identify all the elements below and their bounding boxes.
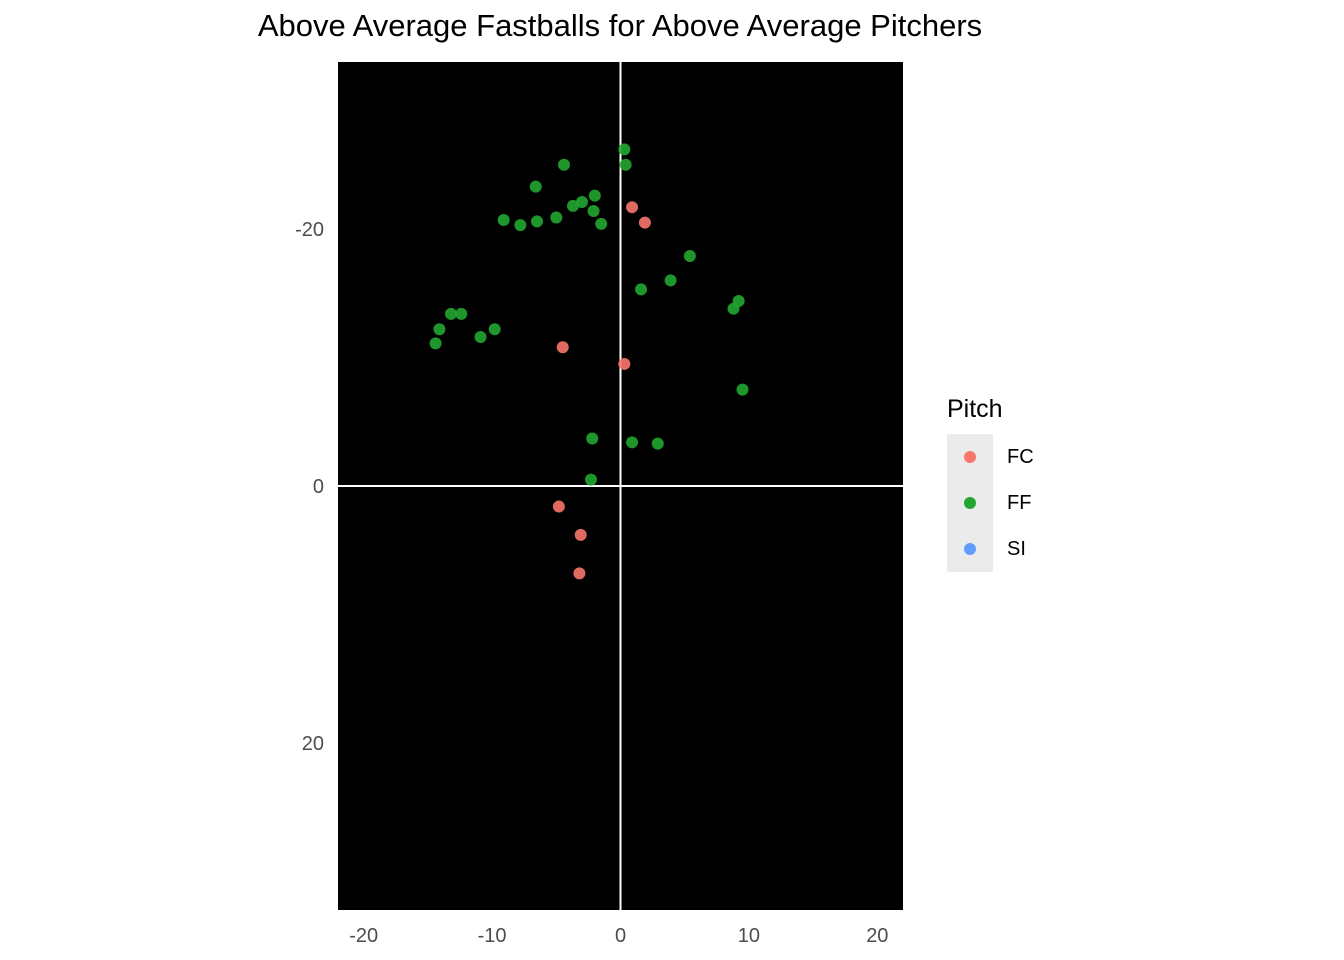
point-ff	[497, 214, 510, 227]
legend-key	[947, 434, 993, 480]
point-ff	[588, 189, 601, 202]
data-points	[429, 143, 749, 580]
legend-key	[947, 526, 993, 572]
x-tick-label: 10	[738, 925, 760, 947]
x-axis-ticks: -20 -10 0 10 20	[349, 925, 888, 947]
legend-item-ff: FF	[947, 480, 1034, 526]
point-ff	[529, 180, 542, 193]
point-ff	[651, 437, 664, 450]
x-tick-label: -20	[349, 925, 378, 947]
point-ff	[566, 199, 579, 212]
point-fc	[556, 341, 569, 354]
point-ff	[558, 158, 570, 171]
legend-label: FF	[1007, 491, 1032, 514]
y-tick-label: -20	[295, 219, 324, 241]
point-fc	[626, 201, 639, 214]
point-ff	[626, 436, 639, 449]
legend-item-si: SI	[947, 526, 1034, 572]
point-ff	[433, 323, 446, 336]
point-ff	[584, 473, 597, 486]
point-ff	[474, 330, 487, 343]
point-ff	[683, 250, 696, 263]
point-ff	[531, 215, 544, 228]
legend-key	[947, 480, 993, 526]
point-ff	[488, 323, 501, 336]
legend-title: Pitch	[947, 395, 1003, 423]
x-tick-label: 0	[615, 925, 626, 947]
legend-dot-icon	[964, 543, 976, 555]
x-tick-label: -10	[478, 925, 507, 947]
point-ff	[664, 274, 677, 287]
point-ff	[445, 307, 457, 320]
point-ff	[619, 158, 632, 171]
legend-item-fc: FC	[947, 434, 1034, 480]
point-ff	[575, 196, 588, 209]
legend-label: FC	[1007, 445, 1034, 468]
point-fc	[618, 357, 631, 370]
point-ff	[618, 143, 631, 156]
point-ff	[635, 283, 648, 296]
legend: Pitch FC FF SI	[947, 395, 1034, 572]
point-fc	[638, 216, 651, 229]
legend-dot-icon	[964, 451, 976, 463]
point-ff	[587, 205, 600, 218]
point-ff	[595, 217, 608, 230]
y-axis-ticks: -20 0 20	[295, 219, 324, 755]
legend-label: SI	[1007, 537, 1026, 560]
chart-title: Above Average Fastballs for Above Averag…	[257, 8, 983, 43]
x-tick-label: 20	[866, 925, 888, 947]
point-ff	[586, 432, 599, 445]
y-tick-label: 0	[313, 476, 324, 498]
y-tick-label: 20	[302, 733, 324, 755]
point-ff	[514, 219, 527, 232]
point-ff	[429, 337, 442, 350]
point-ff	[727, 302, 740, 315]
legend-dot-icon	[964, 497, 976, 509]
point-fc	[573, 567, 586, 580]
point-ff	[455, 307, 468, 320]
legend-keys: FC FF SI	[947, 434, 1034, 572]
point-fc	[552, 500, 565, 513]
point-ff	[736, 383, 749, 396]
point-ff	[550, 211, 563, 224]
point-fc	[574, 528, 587, 541]
